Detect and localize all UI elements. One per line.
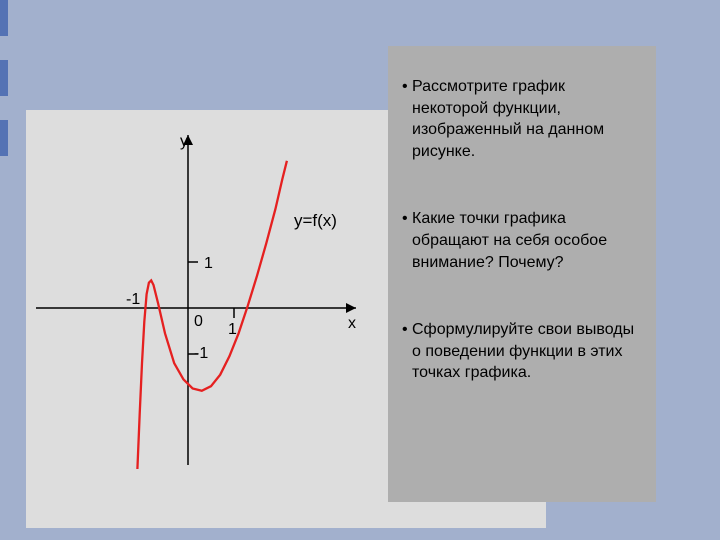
slide: y x 0 1 -1 1 -1 y=f(x) Рассмотрите графи…	[0, 0, 720, 540]
x-axis-arrow	[346, 303, 356, 313]
question-item: Какие точки графика обращают на себя осо…	[402, 208, 640, 273]
function-curve	[137, 161, 287, 469]
accent-bar	[0, 0, 8, 36]
accent-bar	[0, 60, 8, 96]
question-item: Рассмотрите график некоторой функции, из…	[402, 76, 640, 162]
y-axis-label: y	[180, 133, 188, 150]
questions-panel: Рассмотрите график некоторой функции, из…	[388, 46, 656, 502]
origin-label: 0	[194, 313, 203, 330]
x-tick-label-neg1: -1	[126, 291, 140, 308]
chart-svg: y x 0 1 -1 1 -1 y=f(x)	[26, 110, 386, 480]
function-chart: y x 0 1 -1 1 -1 y=f(x)	[26, 110, 386, 480]
y-tick-label-neg1: -1	[194, 345, 208, 362]
questions-list: Рассмотрите график некоторой функции, из…	[402, 76, 640, 384]
question-item: Сформулируйте свои выводы о поведении фу…	[402, 319, 640, 384]
y-tick-label-1: 1	[204, 255, 213, 272]
accent-bar	[0, 120, 8, 156]
x-tick-label-1: 1	[228, 321, 237, 338]
x-axis-label: x	[348, 315, 356, 332]
function-label: y=f(x)	[294, 211, 337, 230]
